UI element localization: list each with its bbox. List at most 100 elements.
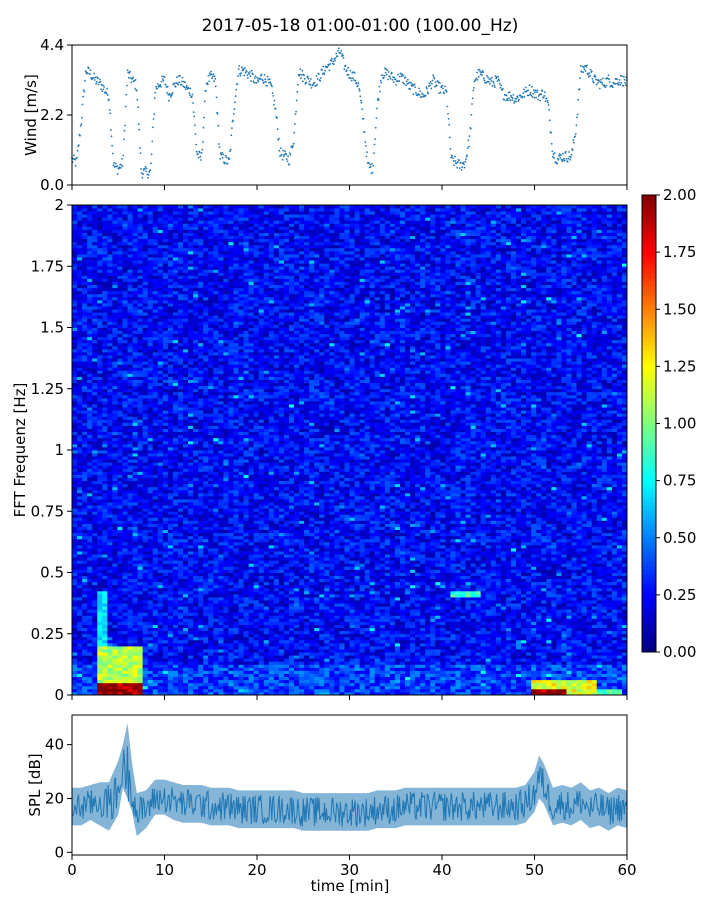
spectrogram-cell xyxy=(561,646,567,650)
spectrogram-cell xyxy=(521,639,527,644)
spectrogram-cell xyxy=(405,646,411,650)
spectrogram-cell xyxy=(420,584,426,589)
spectrogram-cell xyxy=(586,584,593,589)
spectrogram-cell xyxy=(611,688,618,693)
spectrogram-cell xyxy=(601,584,608,589)
spectrogram-cell xyxy=(102,649,108,653)
spectrogram-cell xyxy=(445,612,451,616)
spectrogram-cell xyxy=(495,685,502,690)
spectrogram-cell xyxy=(480,655,487,659)
spectrogram-cell xyxy=(228,658,234,662)
spectrogram-cell xyxy=(334,584,340,589)
spectrogram-cell xyxy=(389,633,396,638)
spectrogram-cell xyxy=(354,655,360,659)
spectrogram-cell xyxy=(546,627,552,632)
spectrogram-cell xyxy=(591,673,598,678)
spectrogram-cell xyxy=(384,649,391,653)
spectrogram-cell xyxy=(72,633,78,638)
spectrogram-cell xyxy=(107,621,113,625)
spectrogram-cell xyxy=(208,655,214,659)
wind-data-point xyxy=(213,80,215,83)
spectrogram-cell xyxy=(278,642,285,647)
spectrogram-cell xyxy=(127,691,133,696)
spectrogram-cell xyxy=(500,603,507,607)
spectrogram-cell xyxy=(389,667,396,671)
wind-data-point xyxy=(335,52,338,55)
spectrogram-cell xyxy=(107,655,113,659)
spectrogram-cell xyxy=(97,636,103,641)
spectrogram-cell xyxy=(147,581,154,586)
spectrogram-cell xyxy=(349,612,355,616)
spectrogram-cell xyxy=(208,652,214,656)
spectrogram-cell xyxy=(188,688,194,693)
spectrogram-cell xyxy=(596,670,603,674)
spectrogram-cell xyxy=(521,618,527,622)
spectrogram-cell xyxy=(420,688,426,693)
spectrogram-cell xyxy=(72,655,78,659)
wind-data-point xyxy=(379,79,382,82)
spectrogram-cell xyxy=(304,593,310,598)
spectrogram-cell xyxy=(278,630,285,635)
spectrogram-cell xyxy=(157,661,164,665)
spectrogram-cell xyxy=(394,685,401,690)
spectrogram-cell xyxy=(137,646,144,650)
spectrogram-cell xyxy=(374,649,381,653)
spectrogram-cell xyxy=(283,679,290,684)
wind-data-point xyxy=(400,75,403,78)
spectrogram-cell xyxy=(485,652,492,656)
spectrogram-cell xyxy=(601,670,608,674)
wind-data-point xyxy=(452,157,454,160)
spectrogram-cell xyxy=(268,597,275,601)
spectrogram-cell xyxy=(228,621,234,625)
spectrogram-cell xyxy=(117,679,123,684)
wind-data-point xyxy=(332,63,335,66)
wind-data-point xyxy=(254,75,257,77)
spectrogram-cell xyxy=(516,661,522,665)
wind-data-point xyxy=(472,89,475,92)
wind-data-point xyxy=(316,83,318,86)
wind-data-point xyxy=(214,77,217,80)
spectrogram-cell xyxy=(283,652,290,656)
spectrogram-cell xyxy=(571,679,577,684)
spectrogram-cell xyxy=(152,676,159,681)
spectrogram-cell xyxy=(576,664,582,668)
spectrogram-cell xyxy=(500,618,507,622)
spectrogram-cell xyxy=(132,615,138,619)
spectrogram-cell xyxy=(294,691,300,696)
spectrogram-cell xyxy=(611,655,618,659)
spectrogram-cell xyxy=(576,597,582,601)
spectrogram-cell xyxy=(137,621,144,625)
spectrogram-cell xyxy=(344,612,350,616)
spectrogram-cell xyxy=(339,661,345,665)
wind-data-point xyxy=(624,84,627,86)
wind-data-point xyxy=(118,167,120,170)
spectrogram-cell xyxy=(122,618,128,622)
spectrogram-cell xyxy=(147,584,154,589)
spectrogram-cell xyxy=(556,606,562,610)
spectrogram-cell xyxy=(167,587,174,592)
wind-data-point xyxy=(411,83,414,86)
spectrogram-cell xyxy=(329,649,335,653)
spectrogram-cell xyxy=(430,606,436,610)
spectrogram-cell xyxy=(324,691,330,696)
spectrogram-cell xyxy=(294,646,300,650)
spectrogram-cell xyxy=(208,630,214,635)
spectrogram-cell xyxy=(228,661,234,665)
spectrogram-cell xyxy=(415,676,421,681)
spectrogram-cell xyxy=(374,581,381,586)
wind-data-point xyxy=(451,154,454,157)
spectrogram-cell xyxy=(188,691,194,696)
spectrogram-cell xyxy=(112,593,118,598)
spectrogram-cell xyxy=(596,633,603,638)
spectrogram-cell xyxy=(420,636,426,641)
spectrogram-cell xyxy=(87,682,93,687)
spectrogram-cell xyxy=(354,636,360,641)
spectrogram-cell xyxy=(394,612,401,616)
spectrogram-cell xyxy=(167,624,174,629)
spectrogram-cell xyxy=(601,630,608,635)
spectrogram-cell xyxy=(581,673,588,678)
wind-data-point xyxy=(244,71,247,74)
wind-data-point xyxy=(444,85,446,88)
spectrogram-cell xyxy=(82,664,88,668)
spectrogram-cell xyxy=(87,636,93,641)
